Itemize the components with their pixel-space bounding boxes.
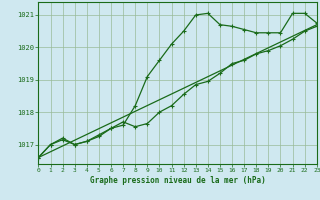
X-axis label: Graphe pression niveau de la mer (hPa): Graphe pression niveau de la mer (hPa) [90, 176, 266, 185]
